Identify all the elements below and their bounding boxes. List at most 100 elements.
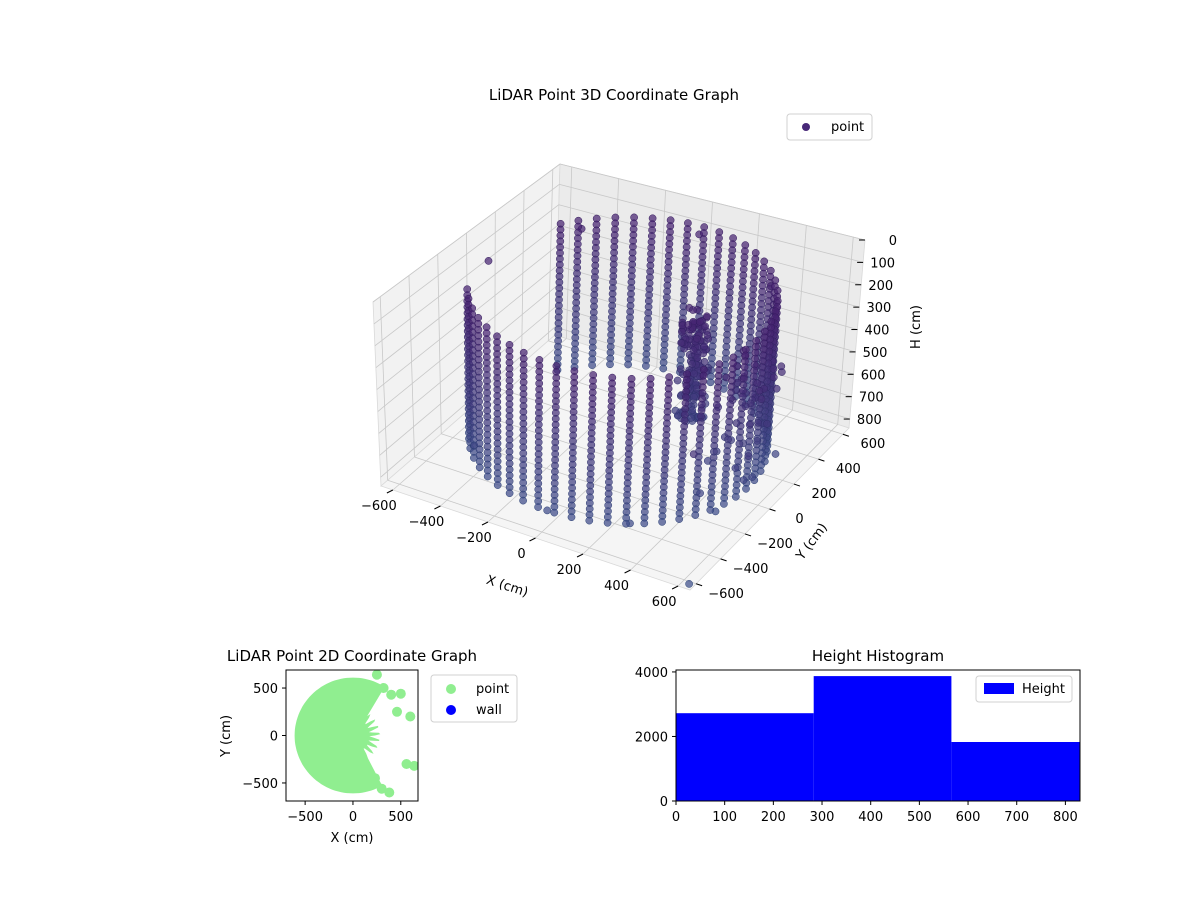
- histogram-legend-swatch: [984, 683, 1014, 694]
- lidar-point: [543, 506, 552, 515]
- grid-y-floor: [387, 479, 697, 585]
- point-2d: [371, 670, 382, 680]
- tick-y: [695, 583, 703, 587]
- lidar-point: [745, 421, 754, 429]
- tick-label-x: 300: [810, 810, 835, 825]
- grid-y-floor: [467, 410, 770, 510]
- point-2d: [376, 783, 387, 794]
- lidar-point: [693, 334, 701, 343]
- tick-label-z: 0: [889, 234, 897, 249]
- tick-label-x: 0: [672, 810, 680, 825]
- lidar-point: [689, 450, 698, 459]
- lidar-point: [777, 362, 786, 371]
- chart2d-xlabel: X (cm): [331, 831, 374, 846]
- histogram-frame: [675, 669, 1081, 802]
- chart3d-xlabel: X (cm): [484, 573, 530, 601]
- lidar-point: [742, 484, 750, 493]
- tick-label-x: 400: [604, 579, 629, 594]
- lidar-point: [695, 317, 704, 326]
- lidar-point: [567, 513, 576, 522]
- tick-label-z: 100: [870, 256, 895, 271]
- lidar-point: [475, 463, 484, 472]
- tick-label-y: 0: [270, 730, 278, 745]
- chart2d-legend-marker-wall: [446, 705, 456, 715]
- lidar-point: [771, 450, 780, 458]
- histogram-legend-box: [975, 675, 1073, 703]
- lidar-point: [493, 481, 502, 489]
- lidar-point: [763, 419, 771, 428]
- tick-y: [818, 458, 825, 462]
- chart2d-ticks: −500 0 500 500 0 −500: [242, 682, 413, 825]
- tick-label-z: 700: [859, 391, 884, 406]
- tick-label-z: 400: [865, 324, 890, 339]
- lidar-point: [754, 418, 762, 427]
- tick-label-z: 300: [866, 301, 891, 316]
- chart2d-ylabel: Y (cm): [219, 715, 234, 758]
- chart2d-legend-label-wall: wall: [476, 703, 502, 718]
- tick-label-z: 800: [857, 413, 882, 428]
- lidar-point: [689, 306, 697, 314]
- tick-x: [624, 569, 631, 574]
- tick-x: [481, 521, 489, 526]
- lidar-point: [673, 376, 682, 385]
- point-cloud-2d: [294, 677, 385, 794]
- lidar-point: [678, 328, 686, 336]
- lidar-point: [757, 395, 766, 404]
- chart2d-title: LiDAR Point 2D Coordinate Graph: [227, 647, 477, 665]
- tick-label-z: 500: [863, 346, 888, 361]
- chart3d-zlabel: H (cm): [909, 305, 924, 349]
- lidar-point: [603, 518, 612, 527]
- lidar-point: [700, 342, 709, 351]
- tick-label-x: 0: [349, 810, 357, 825]
- tick-label-y: 200: [812, 487, 837, 502]
- lidar-point: [755, 386, 764, 395]
- point-2d: [405, 711, 416, 722]
- histogram-ticks: 0 100 200 300 400 500 600 700 800 0 2000 4000: [635, 666, 1078, 825]
- tick-label-z: 600: [861, 368, 886, 383]
- tick-label-y: 400: [836, 462, 861, 477]
- lidar-point: [732, 419, 741, 427]
- lidar-point: [753, 437, 762, 445]
- lidar-point: [706, 378, 715, 387]
- tick-x: [386, 489, 394, 494]
- lidar-point: [701, 322, 709, 331]
- chart2d-legend-label-point: point: [476, 682, 509, 697]
- lidar-point: [658, 518, 666, 526]
- lidar-point: [772, 384, 781, 393]
- lidar-point: [659, 364, 668, 373]
- lidar-point: [677, 339, 686, 347]
- tick-label-x: −200: [456, 531, 492, 546]
- lidar-point: [720, 500, 728, 508]
- tick-label-x: 700: [1004, 810, 1029, 825]
- lidar-point: [769, 373, 778, 382]
- point-2d: [392, 706, 402, 717]
- histogram-bar: [951, 742, 1080, 801]
- tick-label-x: 200: [557, 563, 582, 578]
- lidar-point: [505, 489, 514, 498]
- lidar-point: [748, 473, 757, 481]
- lidar-point: [744, 452, 753, 460]
- lidar-point: [693, 353, 702, 362]
- chart3d-title: LiDAR Point 3D Coordinate Graph: [489, 86, 739, 104]
- tick-label-x: 400: [858, 810, 883, 825]
- lidar-point: [696, 489, 704, 498]
- histogram-legend: Height: [975, 675, 1073, 703]
- tick-x: [529, 537, 536, 542]
- chart3d-legend-label: point: [831, 120, 864, 135]
- grid-z-left: [374, 204, 560, 347]
- grid-z-back: [559, 163, 866, 241]
- tick-y: [842, 433, 850, 437]
- lidar-point: [689, 346, 698, 355]
- lidar-point: [606, 360, 614, 369]
- lidar-point: [731, 492, 740, 501]
- lidar-point: [671, 406, 680, 415]
- tick-label-x: −600: [361, 499, 397, 514]
- lidar-point: [585, 516, 594, 525]
- tick-x: [576, 553, 584, 558]
- tick-label-y: −400: [733, 562, 769, 577]
- tick-label-y: 0: [795, 512, 803, 527]
- point-2d: [386, 689, 397, 700]
- grid-z-left: [372, 163, 561, 303]
- tick-label-y: 0: [660, 795, 668, 810]
- lidar-point: [753, 379, 762, 388]
